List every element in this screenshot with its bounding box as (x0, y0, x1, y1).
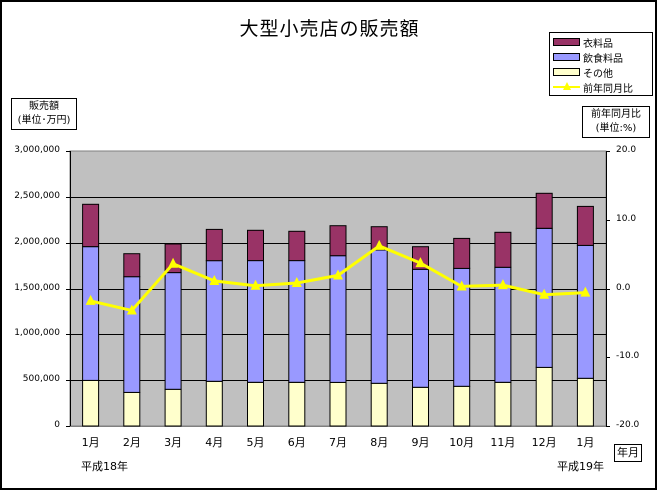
bar-segment-clothing (370, 226, 388, 251)
triangle-marker-icon (250, 279, 261, 290)
triangle-marker-icon (374, 239, 385, 250)
x-tick-label: 5月 (246, 436, 265, 449)
left-unit-line2: (単位･万円) (17, 115, 71, 126)
triangle-marker-icon (126, 304, 137, 315)
x-tick-label: 9月 (411, 436, 430, 449)
bar-segment-food (576, 244, 594, 379)
right-tick-label: 10.0 (616, 213, 637, 224)
legend-item-clothing: 衣料品 (553, 35, 613, 50)
x-tick-label: 3月 (164, 436, 183, 449)
triangle-marker-icon (497, 279, 508, 290)
bar-segment-other (370, 382, 388, 427)
food-swatch-icon (553, 53, 580, 61)
triangle-marker-line-icon (553, 82, 580, 92)
right-tick-label: -10.0 (616, 351, 640, 362)
bar-segment-clothing (329, 225, 347, 257)
bar-segment-food (164, 272, 182, 390)
bar-segment-food (412, 268, 429, 388)
triangle-marker-icon (580, 286, 591, 297)
left-tick-label: 500,000 (22, 374, 60, 385)
chart-title: 大型小売店の販売額 (239, 18, 420, 40)
x-tick-label: 1月 (576, 436, 595, 449)
x-tick-label: 8月 (370, 436, 389, 449)
legend-item-yoy: 前年同月比 (553, 80, 633, 95)
left-tick-label: 3,000,000 (14, 145, 60, 155)
triangle-marker-icon (333, 269, 343, 280)
left-tick-label: 1,000,000 (14, 328, 60, 339)
bar-segment-food (247, 260, 264, 383)
bar-segment-other (123, 391, 141, 427)
bar-segment-other (164, 388, 182, 427)
bar-segment-other (329, 381, 347, 427)
x-tick-label: 7月 (329, 436, 347, 449)
x-tick-label: 1月 (81, 436, 100, 449)
right-tick-label: 20.0 (616, 145, 637, 155)
bar-segment-clothing (535, 192, 553, 229)
bar-segment-clothing (494, 231, 512, 268)
x-tick-label: 11月 (490, 436, 516, 449)
right-unit-line1: 前年同月比 (591, 109, 641, 120)
triangle-marker-icon (415, 257, 426, 268)
bar-segment-clothing (288, 230, 306, 262)
bar-segment-other (412, 386, 429, 427)
era-end-label: 平成19年 (557, 460, 604, 473)
triangle-marker-icon (539, 288, 550, 299)
bar-segment-other (205, 380, 223, 427)
bar-segment-clothing (576, 205, 594, 246)
legend-item-food: 飲食料品 (553, 50, 623, 65)
bar-segment-other (288, 381, 306, 427)
left-tick-label: 0 (54, 420, 60, 430)
bar-segment-clothing (453, 237, 471, 269)
bar-segment-other (535, 366, 553, 427)
right-tick-label: 0.0 (616, 282, 631, 293)
bar-segment-clothing (123, 253, 141, 278)
right-axis-unit-label: 前年同月比 (単位:%) (582, 106, 650, 138)
legend: 衣料品 飲食料品 その他 前年同月比 (549, 32, 653, 96)
bar-segment-other (247, 381, 264, 427)
triangle-marker-icon (456, 280, 467, 291)
bar-segment-food (370, 249, 388, 384)
right-unit-line2: (単位:%) (595, 123, 637, 134)
legend-label: 衣料品 (583, 38, 613, 50)
left-tick-label: 2,500,000 (14, 190, 60, 201)
bar-segment-clothing (82, 203, 100, 248)
bar-segment-other (494, 381, 512, 427)
clothing-swatch-icon (553, 38, 580, 46)
bar-segment-other (576, 377, 594, 427)
x-tick-label: 10月 (449, 436, 475, 449)
legend-label: その他 (583, 68, 613, 80)
bar-segment-food (123, 276, 141, 393)
triangle-marker-icon (291, 277, 302, 287)
triangle-marker-icon (85, 294, 96, 305)
legend-item-other: その他 (553, 65, 613, 80)
legend-label: 飲食料品 (583, 53, 623, 65)
left-tick-label: 1,500,000 (14, 282, 60, 293)
left-unit-line1: 販売額 (29, 101, 59, 112)
x-axis-unit-label: 年月 (614, 444, 642, 462)
triangle-marker-icon (168, 257, 179, 268)
left-tick-label: 2,000,000 (14, 236, 60, 247)
bar-segment-clothing (205, 228, 223, 262)
bar-segment-clothing (247, 229, 264, 262)
left-axis-unit-label: 販売額 (単位･万円) (11, 98, 77, 130)
legend-label: 前年同月比 (583, 83, 633, 95)
x-tick-label: 6月 (287, 436, 306, 449)
x-tick-label: 4月 (205, 436, 224, 449)
other-swatch-icon (553, 68, 580, 76)
right-tick-label: -20.0 (616, 420, 640, 430)
era-start-label: 平成18年 (81, 460, 128, 473)
x-tick-label: 2月 (122, 436, 141, 449)
bar-segment-other (82, 379, 100, 427)
bar-segment-other (453, 385, 471, 427)
triangle-marker-icon (209, 274, 220, 285)
bar-segment-food (82, 246, 100, 381)
x-tick-label: 12月 (531, 436, 557, 449)
